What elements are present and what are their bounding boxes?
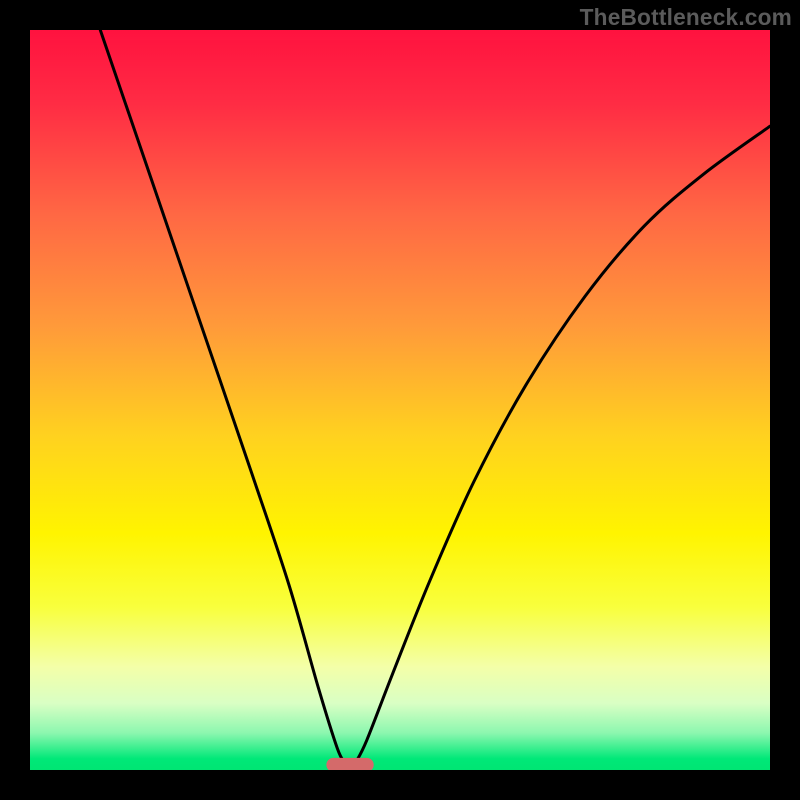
curves-svg	[30, 30, 770, 770]
left-curve	[100, 30, 344, 763]
chart-frame: TheBottleneck.com	[0, 0, 800, 800]
right-curve	[356, 126, 770, 762]
watermark-text: TheBottleneck.com	[580, 4, 792, 31]
plot-area	[30, 30, 770, 770]
